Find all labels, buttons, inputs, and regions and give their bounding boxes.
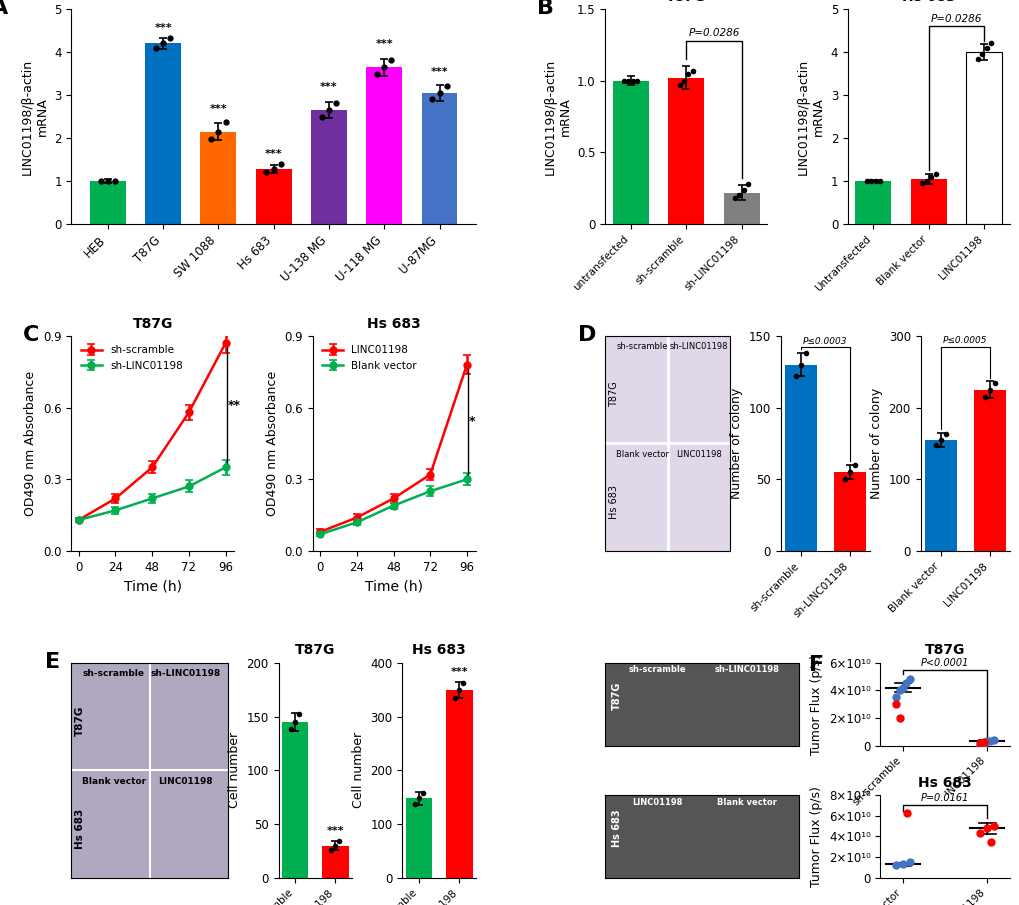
Legend: LINC01198, Blank vector: LINC01198, Blank vector bbox=[318, 341, 421, 375]
Bar bbox=[322, 845, 348, 878]
Y-axis label: Cell number: Cell number bbox=[352, 732, 365, 808]
Text: P≤0.0003: P≤0.0003 bbox=[802, 337, 847, 346]
Y-axis label: Number of colony: Number of colony bbox=[730, 388, 743, 499]
X-axis label: Time (h): Time (h) bbox=[365, 579, 423, 594]
Bar bbox=[924, 440, 956, 551]
Title: Hs 683: Hs 683 bbox=[917, 776, 971, 790]
Text: LINC01198: LINC01198 bbox=[158, 776, 213, 786]
Text: D: D bbox=[578, 325, 596, 345]
Y-axis label: LINC01198/β-actin
mRNA: LINC01198/β-actin mRNA bbox=[543, 59, 571, 175]
Bar bbox=[667, 78, 703, 224]
Y-axis label: OD490 nm Absorbance: OD490 nm Absorbance bbox=[24, 371, 38, 516]
Text: *: * bbox=[469, 415, 475, 428]
Title: T87G: T87G bbox=[132, 317, 173, 330]
Text: ***: *** bbox=[375, 39, 392, 49]
Bar bbox=[406, 798, 432, 878]
X-axis label: Time (h): Time (h) bbox=[124, 579, 181, 594]
Y-axis label: Tumor Flux (p/s): Tumor Flux (p/s) bbox=[809, 786, 822, 887]
Y-axis label: LINC01198/β-actin
mRNA: LINC01198/β-actin mRNA bbox=[20, 59, 49, 175]
Text: **: ** bbox=[227, 399, 240, 412]
Text: Hs 683: Hs 683 bbox=[611, 809, 622, 847]
Bar bbox=[784, 365, 816, 551]
Y-axis label: Tumor Flux (p/s): Tumor Flux (p/s) bbox=[809, 653, 822, 755]
Bar bbox=[973, 390, 1005, 551]
Bar bbox=[256, 169, 291, 224]
Text: ***: *** bbox=[430, 67, 448, 77]
Bar bbox=[311, 110, 346, 224]
Bar bbox=[965, 52, 1002, 224]
Text: B: B bbox=[537, 0, 553, 18]
Text: P<0.0001: P<0.0001 bbox=[920, 658, 968, 668]
Text: Blank vector: Blank vector bbox=[615, 450, 668, 459]
Text: ***: *** bbox=[450, 667, 468, 677]
Text: T87G: T87G bbox=[75, 706, 85, 736]
Text: sh-scramble: sh-scramble bbox=[83, 670, 145, 678]
Text: LINC01198: LINC01198 bbox=[676, 450, 721, 459]
Text: Hs 683: Hs 683 bbox=[75, 808, 85, 849]
Text: ***: *** bbox=[209, 103, 227, 113]
Text: T87G: T87G bbox=[608, 381, 619, 407]
Text: ***: *** bbox=[154, 23, 171, 33]
Bar bbox=[145, 43, 180, 224]
Text: P=0.0286: P=0.0286 bbox=[688, 28, 739, 38]
Bar bbox=[200, 131, 236, 224]
Text: P=0.0161: P=0.0161 bbox=[920, 794, 968, 804]
Bar bbox=[722, 193, 759, 224]
Text: ***: *** bbox=[265, 148, 282, 158]
Bar bbox=[834, 472, 865, 551]
Title: Hs 683: Hs 683 bbox=[367, 317, 421, 330]
Text: sh-scramble: sh-scramble bbox=[629, 665, 686, 674]
Title: Hs 683: Hs 683 bbox=[901, 0, 955, 4]
Bar bbox=[612, 81, 648, 224]
Title: T87G: T87G bbox=[665, 0, 706, 4]
Text: Blank vector: Blank vector bbox=[716, 797, 776, 806]
Text: P=0.0286: P=0.0286 bbox=[930, 14, 981, 24]
Text: T87G: T87G bbox=[611, 681, 622, 710]
Text: F: F bbox=[808, 654, 823, 674]
Title: Hs 683: Hs 683 bbox=[412, 643, 466, 657]
Text: ***: *** bbox=[320, 82, 337, 92]
Y-axis label: OD490 nm Absorbance: OD490 nm Absorbance bbox=[266, 371, 278, 516]
Bar bbox=[446, 690, 472, 878]
Bar bbox=[855, 181, 891, 224]
Title: T87G: T87G bbox=[294, 643, 335, 657]
Y-axis label: Number of colony: Number of colony bbox=[869, 388, 882, 499]
Legend: sh-scramble, sh-LINC01198: sh-scramble, sh-LINC01198 bbox=[76, 341, 186, 375]
Text: P≤0.0005: P≤0.0005 bbox=[942, 337, 986, 345]
Text: E: E bbox=[45, 652, 60, 672]
Text: Blank vector: Blank vector bbox=[82, 776, 146, 786]
Y-axis label: Cell number: Cell number bbox=[228, 732, 240, 808]
Bar bbox=[910, 179, 946, 224]
Text: sh-LINC01198: sh-LINC01198 bbox=[714, 665, 779, 674]
Text: Hs 683: Hs 683 bbox=[608, 484, 619, 519]
Title: T87G: T87G bbox=[924, 643, 964, 657]
Bar bbox=[421, 93, 458, 224]
Text: sh-scramble: sh-scramble bbox=[616, 342, 667, 351]
Text: LINC01198: LINC01198 bbox=[632, 797, 683, 806]
Text: ***: *** bbox=[326, 826, 344, 836]
Y-axis label: LINC01198/β-actin
mRNA: LINC01198/β-actin mRNA bbox=[797, 59, 824, 175]
Bar bbox=[366, 67, 401, 224]
Text: sh-LINC01198: sh-LINC01198 bbox=[669, 342, 728, 351]
Text: C: C bbox=[22, 325, 39, 345]
Text: A: A bbox=[0, 0, 8, 18]
Text: sh-LINC01198: sh-LINC01198 bbox=[151, 670, 220, 678]
Bar bbox=[90, 181, 125, 224]
Bar bbox=[281, 722, 308, 878]
